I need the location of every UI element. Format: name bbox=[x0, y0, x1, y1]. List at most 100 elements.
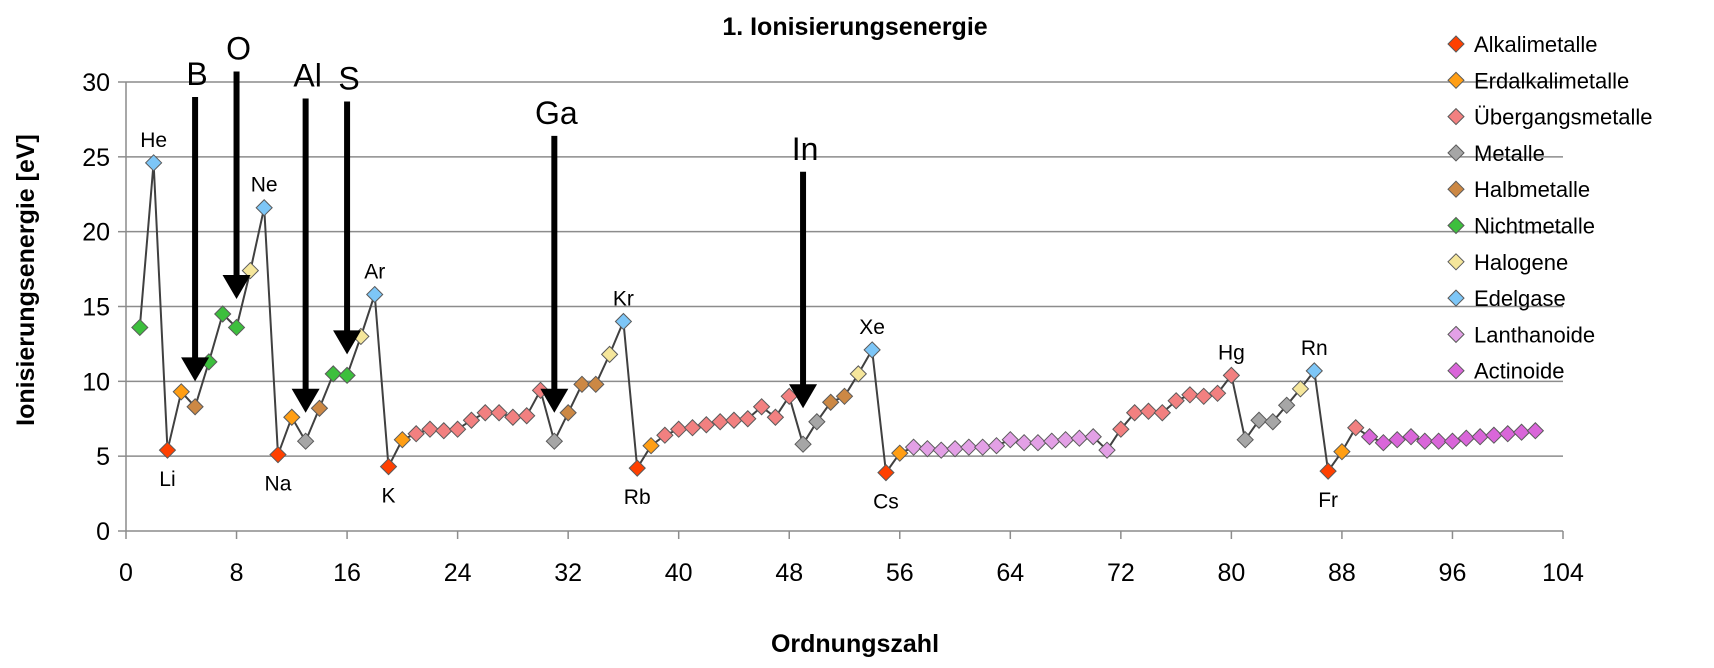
data-point bbox=[476, 404, 494, 422]
data-point bbox=[1001, 430, 1020, 449]
element-label: Na bbox=[265, 473, 292, 496]
data-point bbox=[1236, 430, 1254, 449]
x-tick-label: 64 bbox=[996, 559, 1024, 587]
data-point bbox=[435, 422, 453, 440]
x-tick-label: 24 bbox=[444, 559, 472, 587]
x-tick-label: 80 bbox=[1217, 559, 1245, 587]
x-tick-labels: 0 8 16 24 32 40 48 56 64 72 80 88 96 104 bbox=[119, 531, 1584, 587]
annotation-arrow-head bbox=[222, 275, 251, 300]
data-point bbox=[158, 441, 177, 459]
legend-marker bbox=[1447, 144, 1465, 162]
data-point bbox=[628, 459, 646, 477]
data-point bbox=[1429, 432, 1448, 450]
legend-label: Erdalkalimetalle bbox=[1474, 68, 1629, 93]
data-point bbox=[1360, 428, 1379, 446]
x-tick-label: 48 bbox=[775, 559, 803, 587]
axes bbox=[125, 82, 1563, 532]
data-point bbox=[214, 305, 232, 323]
annotation-label: Ga bbox=[535, 95, 578, 131]
x-tick-label: 0 bbox=[119, 559, 133, 587]
data-point bbox=[559, 404, 577, 422]
data-point bbox=[1153, 404, 1172, 422]
data-point bbox=[877, 463, 895, 482]
y-tick-label: 15 bbox=[82, 294, 110, 322]
annotation-arrow-head bbox=[333, 330, 362, 355]
data-point bbox=[296, 432, 315, 450]
data-point bbox=[1319, 462, 1337, 480]
legend-marker bbox=[1447, 253, 1465, 271]
data-point bbox=[1167, 392, 1185, 410]
legend-marker bbox=[1447, 361, 1465, 380]
element-label: Rb bbox=[624, 486, 651, 509]
data-point bbox=[1139, 402, 1158, 420]
data-point bbox=[1208, 384, 1227, 403]
annotation-label: In bbox=[792, 131, 819, 167]
data-point bbox=[269, 445, 287, 464]
data-point bbox=[186, 398, 204, 416]
data-point bbox=[1125, 404, 1144, 422]
y-tick-label: 20 bbox=[82, 219, 110, 247]
data-point bbox=[1084, 428, 1102, 446]
annotation-arrow-head bbox=[789, 384, 818, 409]
data-point bbox=[462, 411, 481, 429]
legend-label: Nichtmetalle bbox=[1474, 214, 1595, 239]
data-point bbox=[794, 435, 812, 453]
legend-marker bbox=[1447, 107, 1465, 126]
data-point bbox=[1015, 433, 1033, 452]
data-point bbox=[1250, 411, 1268, 429]
gridlines bbox=[118, 81, 1563, 532]
data-point bbox=[1070, 429, 1089, 447]
element-label: Xe bbox=[859, 316, 885, 339]
data-point bbox=[1195, 387, 1213, 406]
data-point bbox=[1043, 432, 1061, 450]
data-point bbox=[545, 432, 564, 450]
data-point bbox=[1485, 426, 1503, 444]
data-point bbox=[656, 426, 674, 444]
annotation-arrow-head bbox=[540, 388, 569, 413]
data-point bbox=[642, 436, 660, 455]
data-point bbox=[407, 425, 425, 443]
x-tick-label: 56 bbox=[886, 559, 914, 587]
element-label: Cs bbox=[873, 491, 899, 514]
y-tick-label: 0 bbox=[96, 518, 110, 546]
element-label: Li bbox=[159, 468, 175, 491]
data-point bbox=[421, 420, 439, 438]
annotation-arrow-head bbox=[181, 357, 210, 382]
y-tick-label: 5 bbox=[96, 443, 110, 471]
data-points bbox=[131, 154, 1545, 482]
x-tick-label: 8 bbox=[230, 559, 244, 587]
x-tick-label: 72 bbox=[1107, 559, 1135, 587]
legend-marker bbox=[1447, 216, 1465, 235]
data-point bbox=[808, 413, 826, 431]
data-point bbox=[338, 366, 356, 385]
data-point bbox=[932, 441, 950, 459]
element-labels: He Ne Ar Kr Xe Hg Rn Li Na K Rb Cs Fr bbox=[140, 129, 1338, 514]
x-tick-label: 16 bbox=[333, 559, 361, 587]
legend: Alkalimetalle Erdalkalimetalle Übergangsme… bbox=[1447, 32, 1653, 384]
annotation-arrow-head bbox=[291, 388, 320, 413]
annotation-label: B bbox=[186, 56, 207, 92]
data-point bbox=[752, 398, 771, 416]
data-point bbox=[1181, 386, 1199, 404]
annotation-label: Al bbox=[293, 57, 321, 93]
data-point bbox=[1526, 422, 1545, 440]
legend-marker bbox=[1447, 35, 1465, 53]
data-point bbox=[697, 416, 716, 434]
data-point bbox=[1291, 380, 1310, 398]
data-point bbox=[711, 413, 729, 431]
legend-label: Halbmetalle bbox=[1474, 177, 1590, 202]
legend-label: Lanthanoide bbox=[1474, 322, 1595, 347]
data-point bbox=[849, 365, 868, 383]
legend-label: Halogene bbox=[1474, 250, 1568, 275]
data-point bbox=[891, 444, 909, 462]
data-point bbox=[490, 404, 508, 422]
data-point bbox=[739, 410, 757, 428]
data-point bbox=[172, 383, 190, 401]
x-tick-label: 96 bbox=[1439, 559, 1467, 587]
legend-label: Alkalimetalle bbox=[1474, 32, 1598, 57]
legend-marker bbox=[1447, 325, 1465, 344]
data-point bbox=[918, 439, 937, 458]
data-point bbox=[1222, 366, 1241, 385]
data-point bbox=[725, 411, 743, 429]
element-label: Rn bbox=[1301, 337, 1328, 360]
